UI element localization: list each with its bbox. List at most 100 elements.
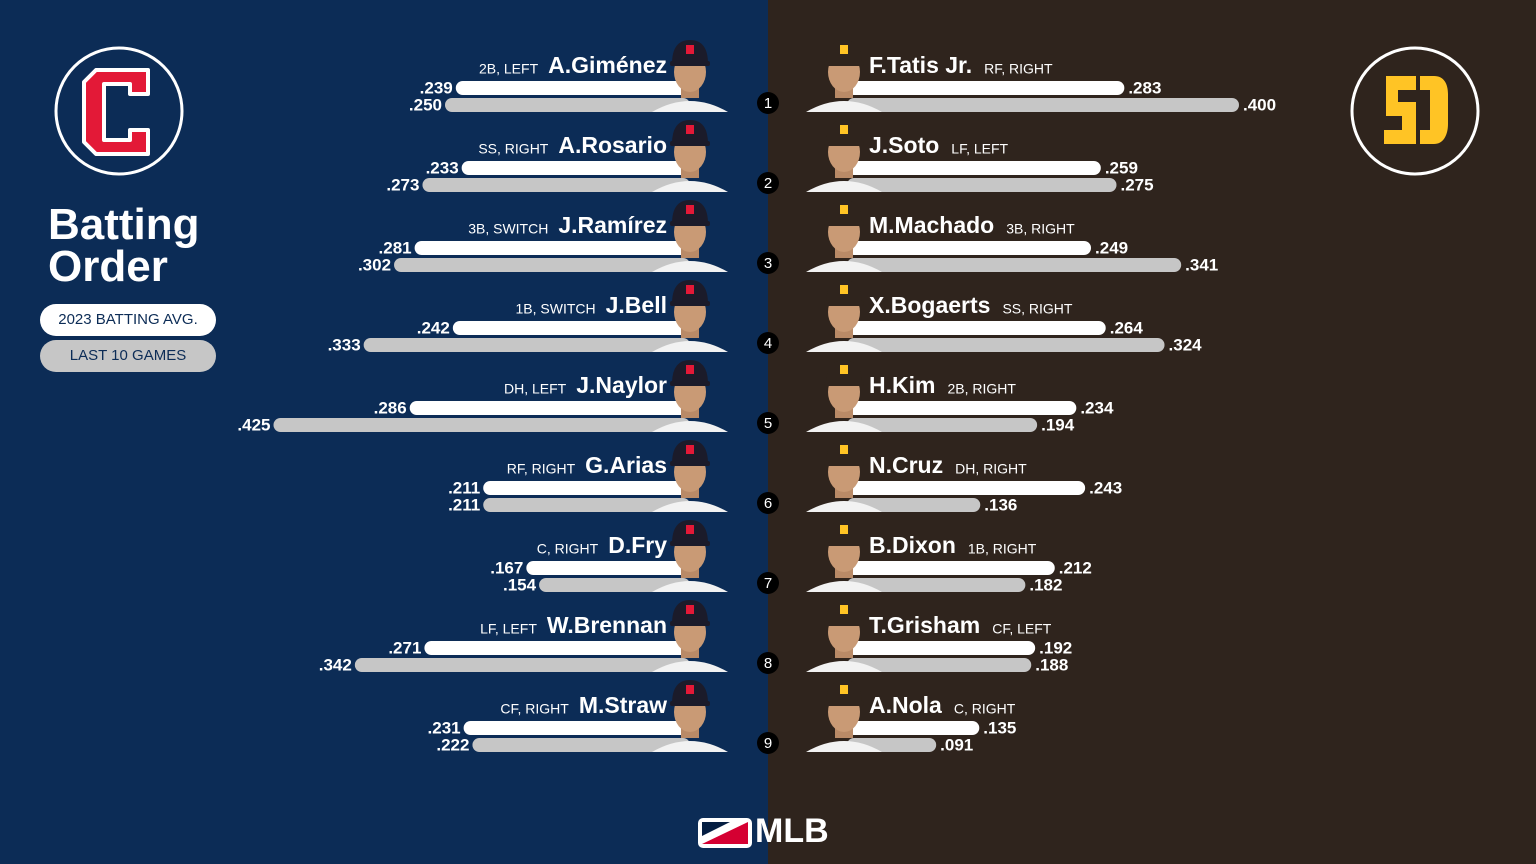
player-name: J.Bell [606, 292, 667, 318]
order-badge [757, 252, 779, 274]
order-number: 2 [764, 175, 772, 192]
player-name: T.Grisham [869, 612, 980, 638]
jersey [806, 581, 882, 592]
order-badge [757, 332, 779, 354]
player-name: J.Soto [869, 132, 939, 158]
bar-value-label: .154 [503, 575, 537, 594]
cap-bill [670, 301, 710, 306]
last10-bar [847, 658, 1032, 672]
cap-bill [824, 621, 864, 626]
jersey [652, 661, 728, 672]
cap-bill [670, 701, 710, 706]
cap-bill [670, 141, 710, 146]
player-position: RF, RIGHT [507, 461, 576, 477]
bar-value-label: .264 [1110, 318, 1144, 337]
mlb-logo: MLB [698, 812, 829, 850]
last10-bar [847, 338, 1165, 352]
last10-bar [394, 258, 690, 272]
last10-bar [847, 98, 1239, 112]
last10-bar [847, 418, 1038, 432]
cap-logo [840, 125, 848, 134]
order-badge [757, 732, 779, 754]
bar-value-label: .286 [374, 398, 407, 417]
cap-bill [670, 621, 710, 626]
order-number: 6 [764, 495, 772, 512]
season-avg-bar [847, 241, 1092, 255]
order-number: 1 [764, 95, 772, 112]
cap-logo [840, 445, 848, 454]
legend-last10-pill [40, 340, 216, 372]
player-position: 1B, SWITCH [516, 301, 596, 317]
bar-value-label: .302 [358, 255, 391, 274]
season-avg-bar [455, 81, 690, 95]
bar-value-label: .243 [1089, 478, 1122, 497]
player-name: F.Tatis Jr. [869, 52, 972, 78]
cap-logo [840, 605, 848, 614]
season-avg-bar [461, 161, 690, 175]
cap-logo [686, 285, 694, 294]
player-position: C, RIGHT [954, 701, 1016, 717]
bar-value-label: .341 [1185, 255, 1218, 274]
bar-value-label: .222 [436, 735, 469, 754]
player-name: G.Arias [585, 452, 667, 478]
cap-logo [686, 605, 694, 614]
bar-value-label: .250 [409, 95, 442, 114]
player-position: DH, LEFT [504, 381, 567, 397]
player-photo [652, 120, 728, 192]
bar-value-label: .188 [1035, 655, 1068, 674]
player-position: 2B, RIGHT [947, 381, 1016, 397]
order-badge [757, 412, 779, 434]
season-avg-bar [847, 481, 1086, 495]
bar-value-label: .091 [940, 735, 973, 754]
player-photo [806, 680, 882, 752]
bar-value-label: .342 [319, 655, 352, 674]
order-badge [757, 572, 779, 594]
order-number: 8 [764, 655, 772, 672]
padres-logo [1350, 46, 1480, 176]
jersey [652, 421, 728, 432]
last10-bar [273, 418, 690, 432]
last10-bar [847, 178, 1117, 192]
legend-avg-pill [40, 304, 216, 336]
legend-label: 2023 BATTING AVG. [58, 311, 198, 328]
bar-value-label: .239 [420, 78, 453, 97]
season-avg-bar [414, 241, 690, 255]
bar-value-label: .233 [426, 158, 459, 177]
cap-bill [670, 461, 710, 466]
bar-value-label: .212 [1059, 558, 1092, 577]
player-position: 3B, RIGHT [1006, 221, 1075, 237]
jersey [806, 741, 882, 752]
cap-logo [840, 365, 848, 374]
player-photo [652, 200, 728, 272]
season-avg-bar [847, 641, 1036, 655]
player-name: H.Kim [869, 372, 935, 398]
season-avg-bar [847, 721, 980, 735]
jersey [806, 501, 882, 512]
player-photo [806, 600, 882, 672]
bar-value-label: .192 [1039, 638, 1072, 657]
cap-bill [670, 541, 710, 546]
cap-bill [824, 461, 864, 466]
player-photo [652, 440, 728, 512]
jersey [652, 581, 728, 592]
jersey [652, 181, 728, 192]
last10-bar [354, 658, 690, 672]
cap-bill [824, 701, 864, 706]
jersey [652, 261, 728, 272]
cap-bill [824, 381, 864, 386]
bar-value-label: .333 [328, 335, 361, 354]
player-name: N.Cruz [869, 452, 943, 478]
player-name: A.Nola [869, 692, 942, 718]
player-position: LF, LEFT [951, 141, 1008, 157]
title-container: Batting Order [48, 204, 200, 289]
jersey [806, 101, 882, 112]
bar-value-label: .211 [448, 478, 480, 497]
bar-value-label: .234 [1080, 398, 1114, 417]
last10-bar [422, 178, 690, 192]
season-avg-bar [526, 561, 690, 575]
bar-value-label: .135 [983, 718, 1016, 737]
player-photo [652, 40, 728, 112]
jersey [806, 341, 882, 352]
cap-bill [670, 381, 710, 386]
jersey [652, 741, 728, 752]
